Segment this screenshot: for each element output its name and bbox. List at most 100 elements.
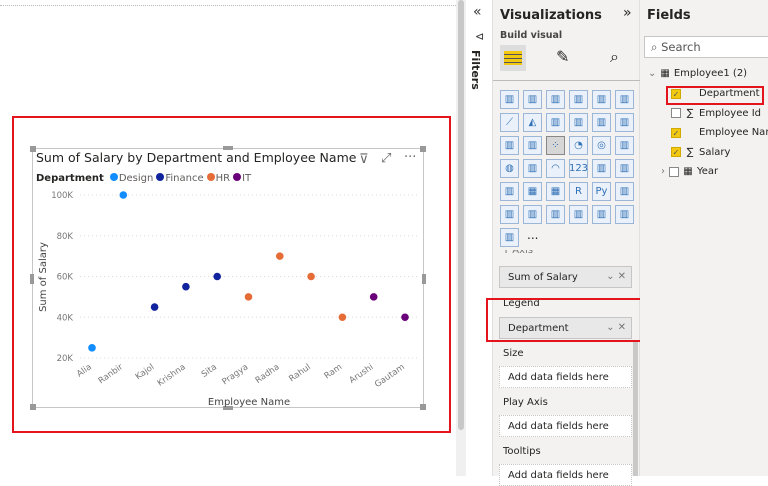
data-point-finance[interactable] [182,282,190,291]
resize-handle[interactable] [30,274,34,284]
data-point-hr[interactable] [338,313,347,322]
stacked-area-visual-icon[interactable]: ▥ [546,113,565,132]
filters-pane-collapsed[interactable]: « ⊲ Filters [466,0,493,476]
y-axis-well[interactable]: Sum of Salary ⌄ ✕ [499,266,632,288]
table-employee1[interactable]: ⌄ ▦ Employee1 (2) [648,68,747,79]
resize-handle[interactable] [30,404,36,410]
more-options-icon[interactable]: ··· [404,150,417,165]
stacked-bar-visual-icon[interactable]: ▥ [500,90,519,109]
tooltips-well[interactable]: Add data fields here [499,464,632,486]
donut-visual-icon[interactable]: ◎ [592,136,611,155]
data-point-it[interactable] [369,293,378,301]
scatter-visual-icon[interactable]: ⁘ [546,136,565,155]
multi-row-card-visual-icon[interactable]: ▥ [592,159,611,178]
collapse-left-icon[interactable]: « [473,4,482,20]
legend-item-hr[interactable]: HR [206,173,231,184]
plot-area: 20K 40K 60K 80K 100K Alia Ranbir Kajol Krishna Si… [38,191,420,408]
sigma-icon: ∑ [686,107,694,119]
build-visual-tab[interactable] [500,45,526,71]
field-year[interactable]: › ▦ Year [661,166,718,177]
legend-item-it[interactable]: IT [233,173,251,184]
line-clustered-visual-icon[interactable]: ▥ [592,113,611,132]
pie-visual-icon[interactable]: ◔ [569,136,588,155]
data-point-design[interactable] [119,191,128,199]
resize-handle[interactable] [420,146,426,152]
map-visual-icon[interactable]: ◍ [500,159,519,178]
smart-narrative-visual-icon[interactable]: ▥ [500,228,519,247]
legend-label: HR [215,173,231,184]
more-visuals-icon[interactable]: ... [527,228,539,242]
power-apps-visual-icon[interactable]: ▥ [615,205,634,224]
line-visual-icon[interactable]: ⟋ [500,113,519,132]
kpi-visual-icon[interactable]: ▥ [615,159,634,178]
table-visual-icon[interactable]: ▦ [523,182,542,201]
card-visual-icon[interactable]: 123 [569,159,588,178]
area-visual-icon[interactable]: ◭ [523,113,542,132]
resize-handle[interactable] [223,146,233,150]
size-well[interactable]: Add data fields here [499,366,632,388]
filled-map-visual-icon[interactable]: ▥ [523,159,542,178]
field-department[interactable]: ✓ Department [671,88,760,99]
slicer-visual-icon[interactable]: ▥ [500,182,519,201]
field-employee-name[interactable]: ✓ Employee Name [671,127,768,138]
field-checkbox[interactable]: ✓ [671,127,681,138]
data-point-it[interactable] [401,313,409,322]
field-checkbox[interactable] [669,166,679,177]
line-column-visual-icon[interactable]: ▥ [569,113,588,132]
field-checkbox[interactable]: ✓ [671,88,681,99]
gauge-visual-icon[interactable]: ◠ [546,159,565,178]
resize-handle[interactable] [30,146,36,152]
chevron-remove-icons[interactable]: ⌄ ✕ [606,271,626,282]
data-point-finance[interactable] [150,303,159,311]
clustered-bar-visual-icon[interactable]: ▥ [546,90,565,109]
waterfall-visual-icon[interactable]: ▥ [500,136,519,155]
format-visual-icon[interactable]: ✎ [556,47,570,66]
matrix-visual-icon[interactable]: ▦ [546,182,565,201]
field-name: Salary [699,146,731,158]
field-employee-id[interactable]: ∑ Employee Id [671,108,761,119]
field-checkbox[interactable]: ✓ [671,147,681,157]
100-bar-visual-icon[interactable]: ▥ [592,90,611,109]
legend-item-design[interactable]: Design [109,173,154,184]
analytics-icon[interactable]: ⌕ [610,47,619,66]
legend-item-finance[interactable]: Finance [156,173,204,184]
field-salary[interactable]: ✓ ∑ Salary [671,147,730,158]
fields-search-input[interactable]: ⌕ Search [644,36,768,58]
play-axis-well[interactable]: Add data fields here [499,415,632,437]
filters-label[interactable]: Filters [469,50,482,90]
data-point-hr[interactable] [307,272,315,281]
scatter-visual[interactable] [30,146,426,410]
x-tick-label: Ranbir [97,362,126,386]
data-point-finance[interactable] [213,272,221,281]
stacked-column-visual-icon[interactable]: ▥ [523,90,542,109]
legend-label: Design [118,173,154,184]
resize-handle[interactable] [422,274,426,284]
focus-mode-icon[interactable]: ⤢ [381,151,392,166]
paginated-visual-icon[interactable]: ▥ [569,205,588,224]
ribbon-visual-icon[interactable]: ▥ [615,113,634,132]
resize-handle[interactable] [420,404,426,410]
R-visual-icon[interactable]: R [569,182,588,201]
field-checkbox[interactable] [671,108,681,118]
data-point-hr[interactable] [244,293,253,301]
data-point-hr[interactable] [276,252,284,260]
x-tick-label: Sita [200,362,219,380]
key-influencers-visual-icon[interactable]: ▥ [615,182,634,201]
narrative-visual-icon[interactable]: ▥ [546,205,565,224]
funnel-visual-icon[interactable]: ▥ [523,136,542,155]
decomp-tree-visual-icon[interactable]: ▥ [500,205,519,224]
legend-well[interactable]: Department ⌄ ✕ [499,317,632,339]
expand-right-icon[interactable]: » [623,5,632,21]
clustered-column-visual-icon[interactable]: ▥ [569,90,588,109]
treemap-visual-icon[interactable]: ▥ [615,136,634,155]
power-automate-visual-icon[interactable]: ▥ [592,205,611,224]
Py-visual-icon[interactable]: Py [592,182,611,201]
resize-handle[interactable] [223,406,233,410]
canvas-scroll-thumb[interactable] [458,0,464,430]
qa-visual-icon[interactable]: ▥ [523,205,542,224]
chevron-remove-icons[interactable]: ⌄ ✕ [606,322,626,333]
100-column-visual-icon[interactable]: ▥ [615,90,634,109]
viz-scrollbar[interactable] [633,340,638,476]
filter-icon[interactable]: ⊽ [359,152,369,167]
data-point-design[interactable] [88,344,96,352]
